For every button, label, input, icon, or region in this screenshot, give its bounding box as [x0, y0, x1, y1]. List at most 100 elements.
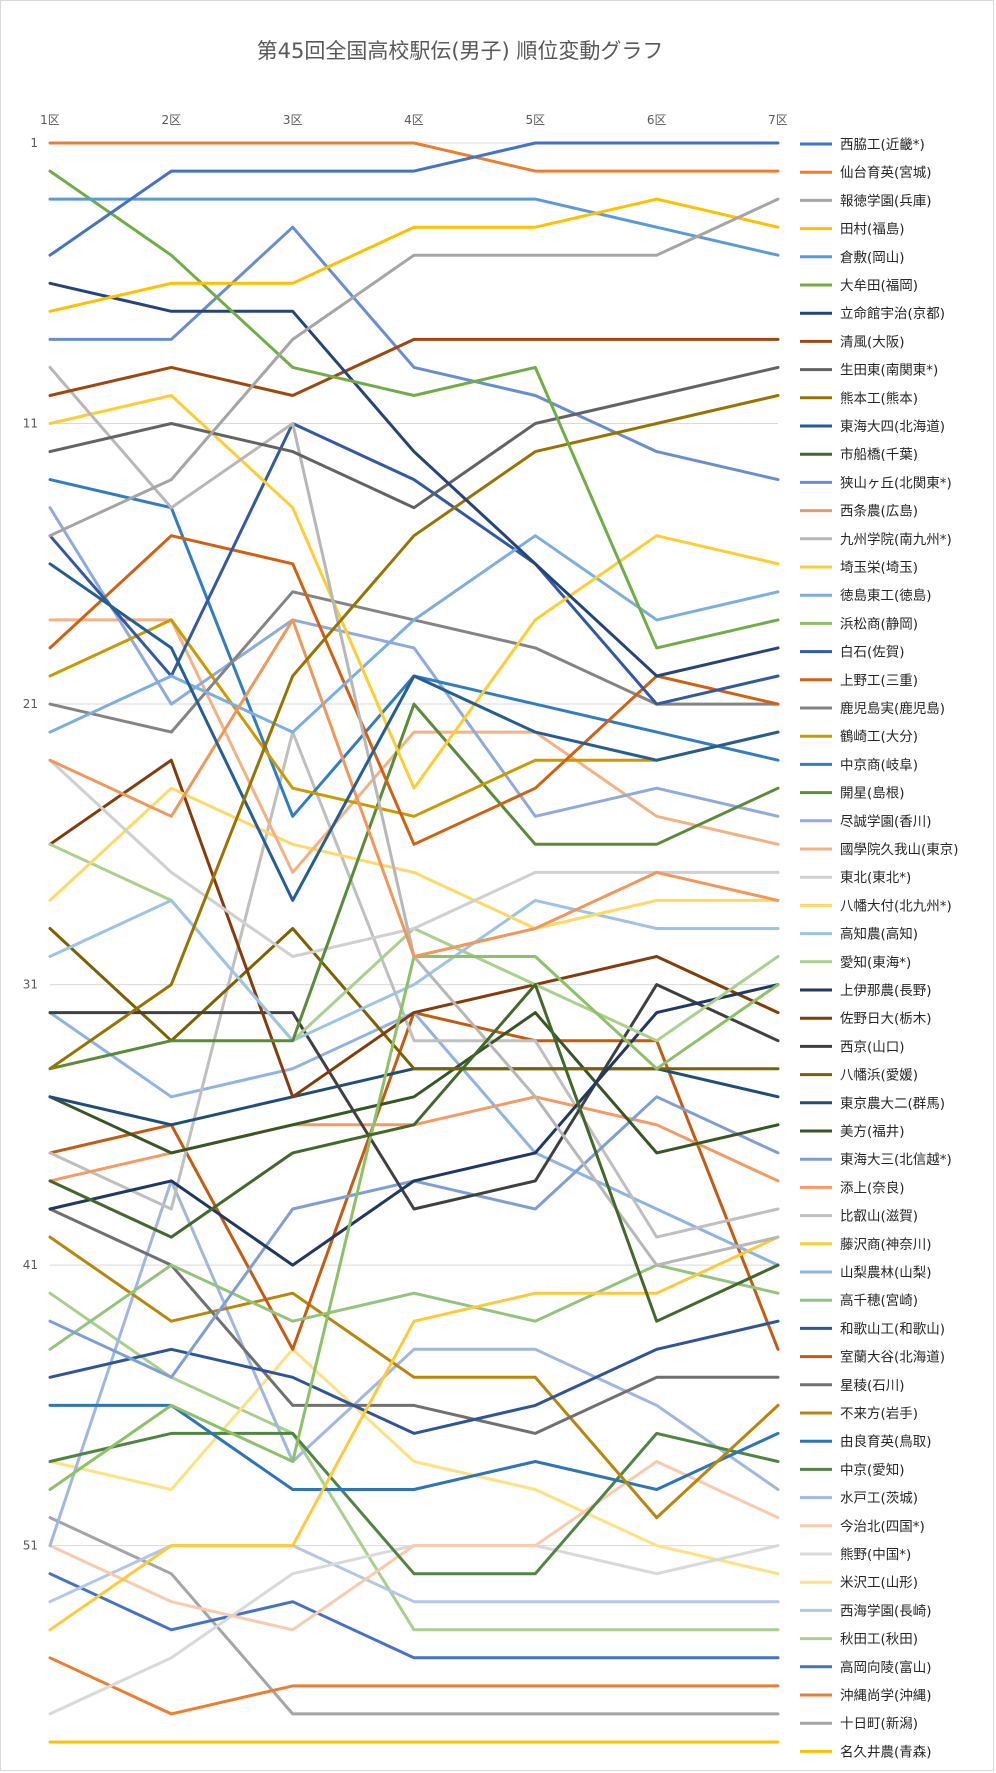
chart-title: 第45回全国高校駅伝(男子) 順位変動グラフ — [257, 39, 664, 63]
series-line — [48, 225, 780, 482]
series-line — [48, 1011, 780, 1267]
series-line — [48, 927, 780, 1071]
series-line — [48, 758, 780, 1099]
legend-label: 尽誠学園(香川) — [840, 814, 932, 830]
series-line — [48, 365, 780, 510]
series-line — [48, 702, 780, 1071]
series-line — [48, 1011, 780, 1155]
legend-label: 報徳学園(兵庫) — [840, 193, 932, 209]
legend-label: 徳島東工(徳島) — [840, 588, 932, 604]
legend-label: 中京(愛知) — [840, 1461, 905, 1478]
series-line — [48, 983, 780, 1267]
legend-label: 東海大四(北海道) — [840, 419, 945, 435]
x-tick-label: 5区 — [526, 113, 546, 127]
legend-label: 西脇工(近畿*) — [840, 137, 925, 153]
legend-label: 熊本工(熊本) — [840, 391, 918, 407]
series-line — [48, 1656, 780, 1716]
legend-label: 上野工(三重) — [840, 673, 918, 689]
series-line — [48, 197, 780, 313]
x-tick-label: 4区 — [404, 113, 424, 127]
legend-label: 藤沢商(神奈川) — [840, 1237, 932, 1253]
x-tick-label: 7区 — [768, 113, 788, 127]
series-line — [48, 394, 780, 1071]
legend-label: 大牟田(福岡) — [840, 278, 918, 294]
series-line — [48, 422, 780, 706]
legend-label: 高知農(高知) — [840, 926, 918, 943]
legend-label: 埼玉栄(埼玉) — [840, 560, 918, 576]
legend-label: 不来方(岩手) — [840, 1406, 918, 1422]
legend-label: 鹿児島実(鹿児島) — [840, 700, 945, 717]
series-line — [48, 1319, 780, 1435]
series-line — [48, 169, 780, 650]
legend-label: 八幡浜(愛媛) — [840, 1068, 918, 1084]
legend-label: 由良育英(鳥取) — [840, 1433, 932, 1450]
series-line — [48, 955, 780, 1491]
series-line — [48, 337, 780, 397]
series-line — [48, 786, 780, 930]
y-tick-label: 31 — [23, 978, 38, 992]
legend-label: 秋田工(秋田) — [840, 1632, 918, 1648]
legend-label: 西海学園(長崎) — [840, 1603, 932, 1619]
legend: 西脇工(近畿*) 仙台育英(宮城) 報徳学園(兵庫) 田村(福島) 倉敷(岡山) 大牟田(… — [800, 137, 959, 1760]
legend-label: 生田東(南関東*) — [840, 363, 938, 379]
legend-label: 熊野(中国*) — [840, 1547, 911, 1563]
x-tick-label: 6区 — [647, 113, 667, 127]
series-line — [48, 1235, 780, 1632]
legend-label: 西条農(広島) — [840, 503, 918, 520]
x-tick-label: 2区 — [162, 113, 182, 127]
legend-label: 水戸工(茨城) — [840, 1491, 918, 1507]
legend-label: 東北(東北*) — [840, 870, 911, 886]
series-line — [48, 1095, 780, 1379]
legend-label: 清風(大阪) — [840, 334, 905, 350]
series-line — [48, 1235, 780, 1520]
legend-label: 立命館宇治(京都) — [840, 305, 945, 322]
legend-label: 九州学院(南九州*) — [840, 532, 952, 548]
y-tick-label: 11 — [23, 417, 38, 431]
legend-label: 室蘭大谷(北海道) — [840, 1349, 945, 1366]
x-axis-ticks: 1区 2区 3区 4区 5区 6区 7区 — [40, 113, 788, 127]
series-line — [48, 618, 780, 874]
legend-label: 倉敷(岡山) — [840, 250, 905, 266]
legend-label: 比叡山(滋賀) — [840, 1209, 918, 1225]
series-line — [48, 141, 780, 173]
y-tick-label: 21 — [23, 697, 38, 711]
legend-label: 西京(山口) — [840, 1039, 905, 1055]
legend-label: 十日町(新潟) — [840, 1716, 918, 1732]
series-lines — [48, 141, 780, 1744]
series-line — [48, 1431, 780, 1576]
legend-label: 仙台育英(宮城) — [840, 164, 932, 181]
series-line — [48, 983, 780, 1211]
legend-label: 開星(島根) — [840, 786, 905, 802]
legend-label: 佐野日大(栃木) — [840, 1011, 932, 1027]
series-line — [48, 506, 780, 818]
legend-label: 高千穂(宮崎) — [840, 1292, 918, 1309]
y-tick-label: 41 — [23, 1258, 38, 1272]
series-line — [48, 1403, 780, 1491]
legend-label: 鶴崎工(大分) — [840, 728, 918, 745]
legend-label: 米沢工(山形) — [840, 1575, 918, 1591]
legend-label: 名久井農(青森) — [840, 1744, 932, 1760]
series-line — [48, 1572, 780, 1660]
series-line — [48, 730, 780, 1239]
legend-label: 中京商(岐阜) — [840, 756, 918, 773]
series-line — [48, 1263, 780, 1351]
legend-label: 今治北(四国*) — [840, 1519, 925, 1535]
series-line — [48, 534, 780, 734]
x-tick-label: 3区 — [283, 113, 303, 127]
legend-label: 沖縄尚学(沖縄) — [840, 1688, 932, 1704]
legend-label: 白石(佐賀) — [840, 645, 905, 661]
legend-label: 東京農大二(群馬) — [840, 1096, 945, 1112]
y-tick-label: 1 — [30, 136, 38, 150]
series-line — [48, 562, 780, 902]
legend-label: 和歌山工(和歌山) — [840, 1321, 945, 1337]
legend-label: 高岡向陵(富山) — [840, 1659, 932, 1676]
series-line — [48, 983, 780, 1323]
series-line — [48, 898, 780, 1043]
legend-label: 愛知(東海*) — [840, 954, 911, 971]
series-line — [48, 1347, 780, 1576]
series-line — [48, 197, 780, 538]
legend-label: 市船橋(千葉) — [840, 446, 918, 463]
